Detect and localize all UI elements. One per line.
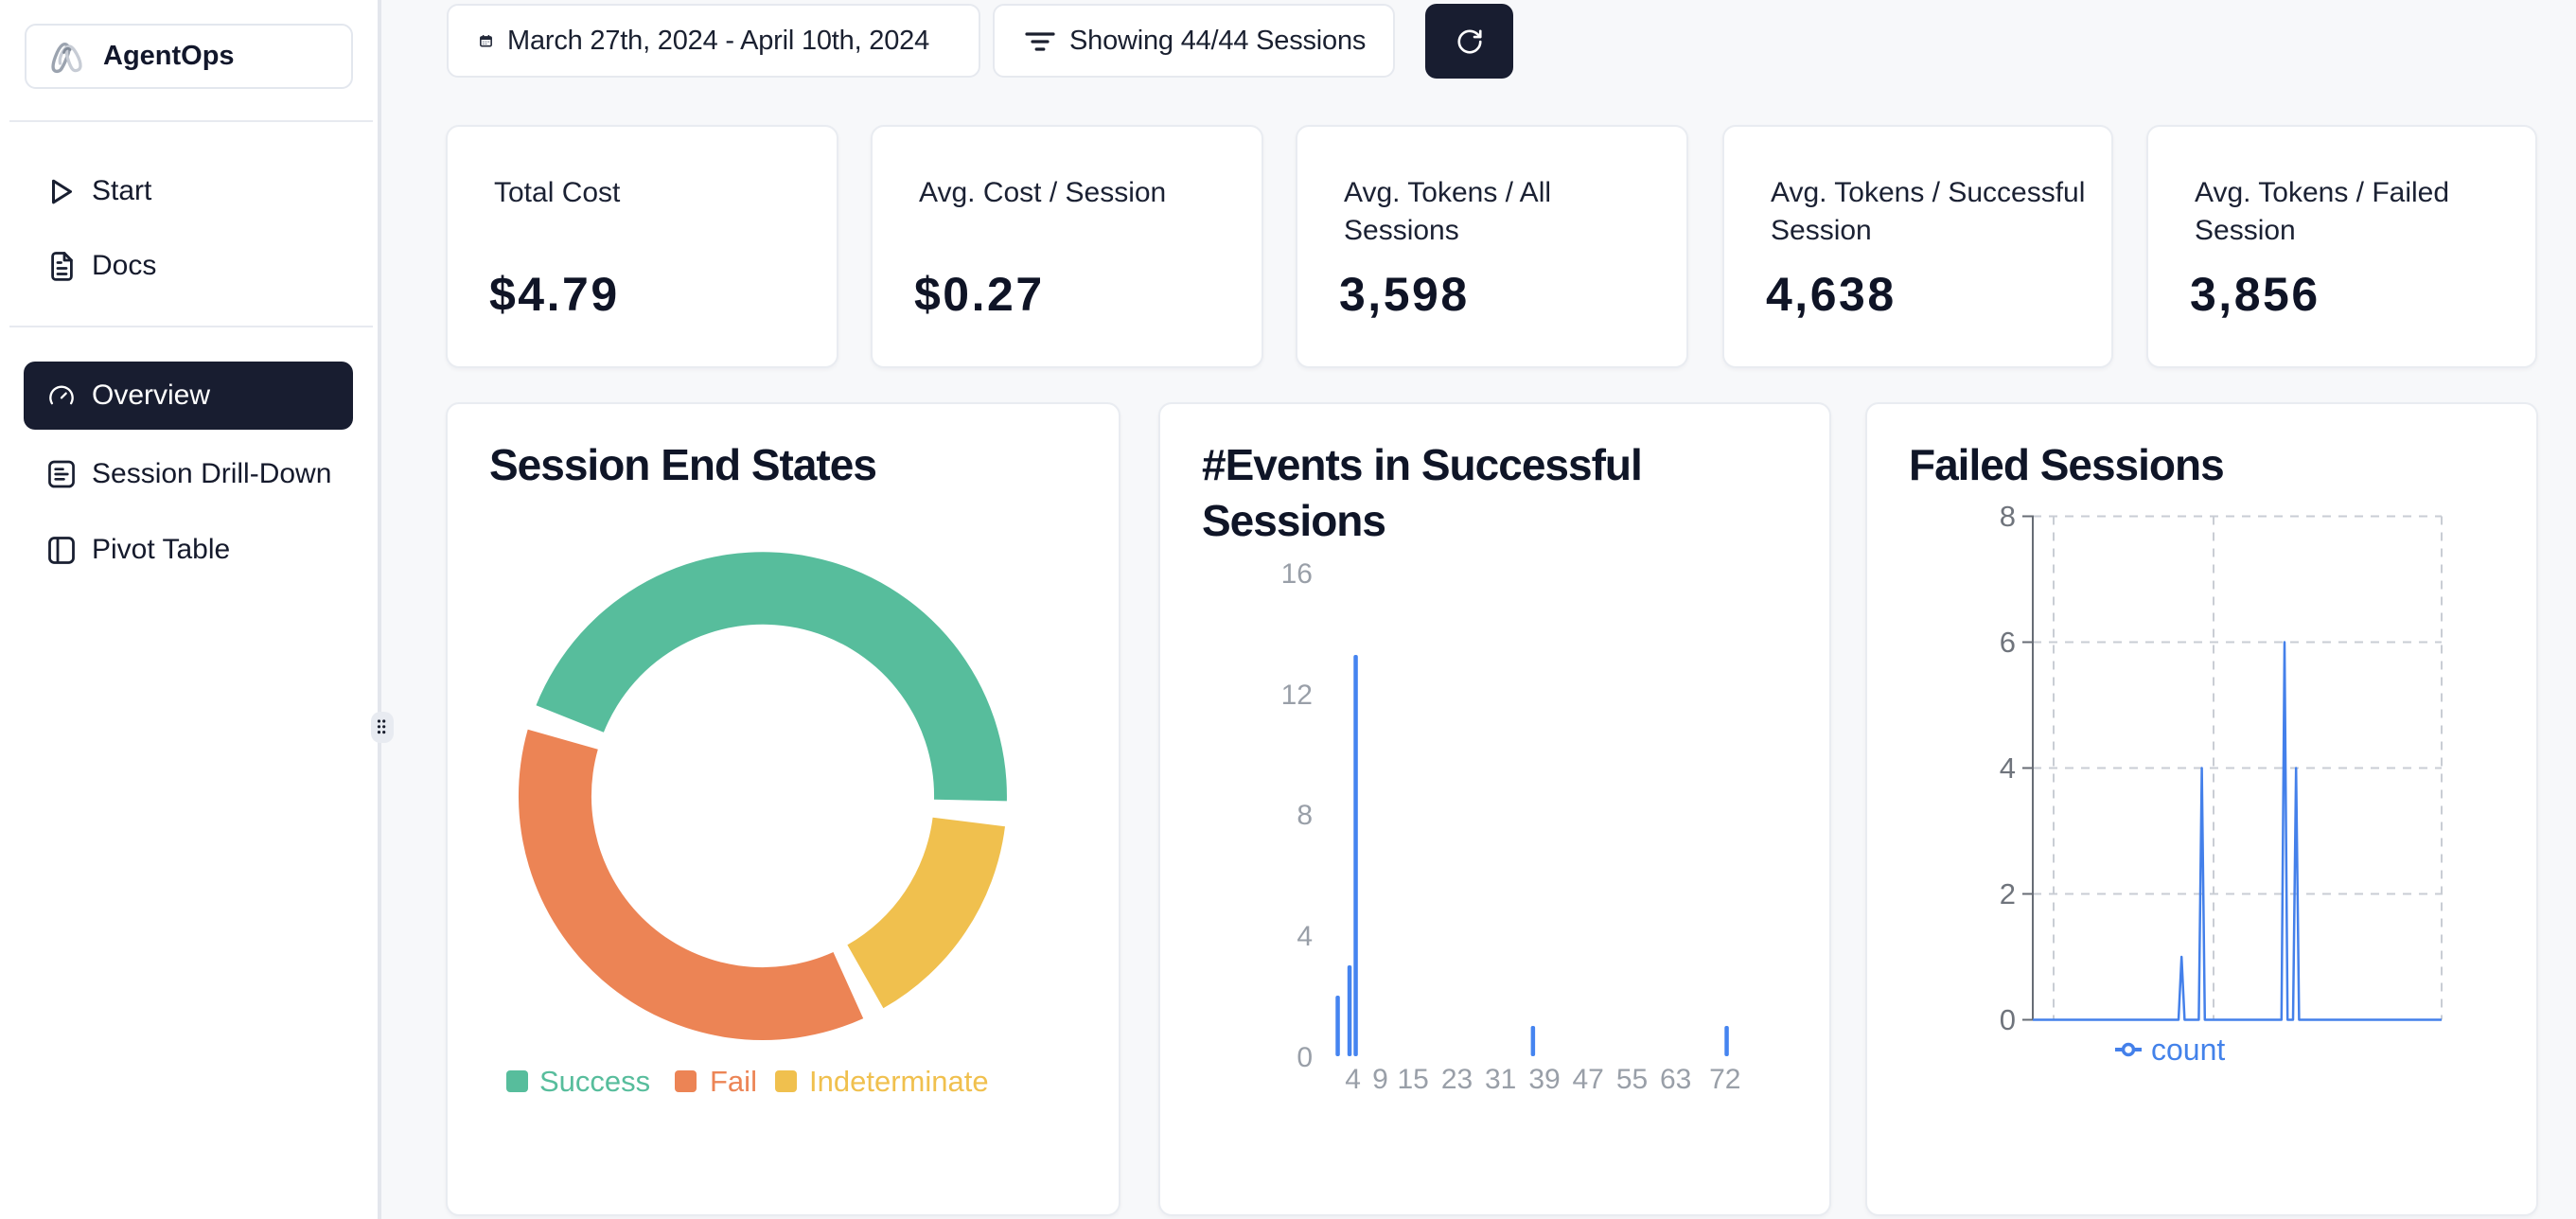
- svg-text:0: 0: [1297, 1042, 1313, 1073]
- svg-text:31: 31: [1485, 1064, 1516, 1095]
- svg-text:15: 15: [1398, 1064, 1429, 1095]
- svg-text:Fail: Fail: [710, 1065, 757, 1098]
- svg-text:Indeterminate: Indeterminate: [809, 1065, 989, 1098]
- svg-text:39: 39: [1528, 1064, 1560, 1095]
- svg-text:0: 0: [2000, 1003, 2016, 1036]
- svg-text:9: 9: [1372, 1064, 1388, 1095]
- svg-text:4: 4: [2000, 751, 2016, 785]
- svg-text:count: count: [2151, 1033, 2225, 1067]
- svg-text:63: 63: [1660, 1064, 1691, 1095]
- svg-text:2: 2: [2000, 877, 2016, 910]
- svg-text:16: 16: [1281, 558, 1313, 590]
- svg-text:72: 72: [1709, 1064, 1740, 1095]
- svg-text:4: 4: [1345, 1064, 1361, 1095]
- svg-text:12: 12: [1281, 680, 1313, 711]
- svg-text:47: 47: [1573, 1064, 1604, 1095]
- svg-text:8: 8: [2000, 500, 2016, 533]
- svg-text:Success: Success: [539, 1065, 650, 1098]
- svg-text:23: 23: [1441, 1064, 1473, 1095]
- svg-text:8: 8: [1297, 800, 1313, 831]
- svg-text:4: 4: [1297, 921, 1313, 952]
- svg-text:55: 55: [1616, 1064, 1648, 1095]
- svg-text:6: 6: [2000, 626, 2016, 659]
